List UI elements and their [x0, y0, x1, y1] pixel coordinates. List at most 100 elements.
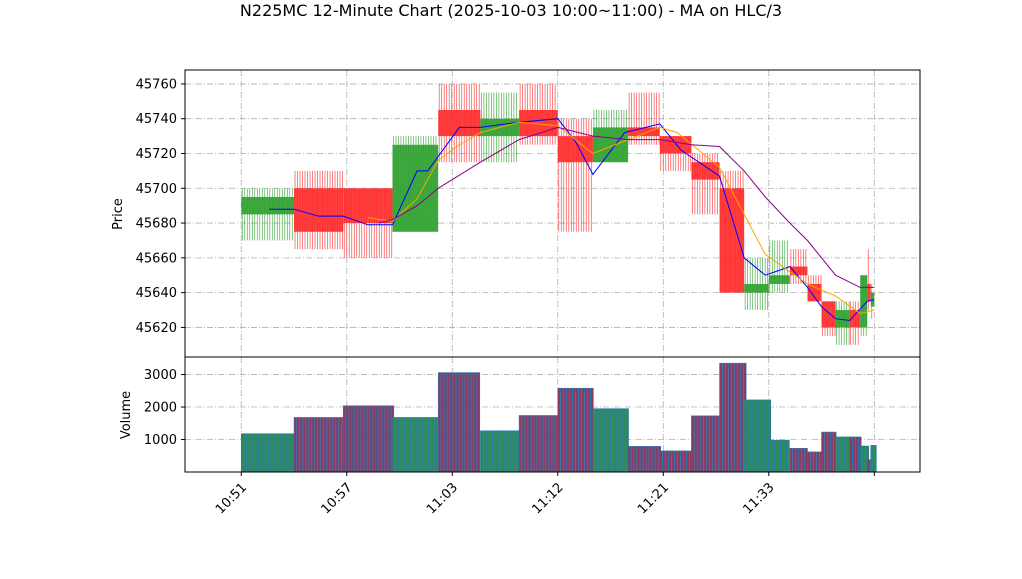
price-tick-label: 45700 [136, 182, 177, 197]
candle [860, 275, 868, 337]
volume-bar-segment [530, 415, 534, 473]
volume-bar-segment [665, 450, 669, 473]
volume-bar-segment [827, 431, 831, 473]
volume-bar [592, 408, 629, 473]
volume-bar-segment [680, 450, 684, 473]
volume-bar-segment [492, 430, 496, 473]
volume-bar-segment [746, 399, 751, 473]
volume-bar-segment [830, 431, 834, 473]
volume-bar-segment [259, 433, 263, 473]
candle-body [691, 162, 720, 180]
candle [789, 249, 808, 284]
x-tick-label: 10:51 [213, 480, 250, 517]
candle-body [438, 110, 481, 137]
volume-bar-segment [419, 417, 423, 473]
volume-bar-segment [539, 415, 543, 473]
volume-bar-segment [467, 372, 472, 473]
candle [557, 118, 593, 232]
volume-bar-segment [616, 408, 620, 473]
volume-bar-segment [332, 417, 336, 473]
volume-bar-segment [706, 415, 710, 473]
volume-bar-segment [651, 446, 655, 473]
volume-bar-segment [852, 436, 856, 473]
volume-bar-segment [677, 450, 681, 473]
volume-bar-segment [648, 446, 652, 473]
volume-bar-segment [524, 415, 528, 473]
volume-bar-segment [743, 399, 748, 473]
volume-bar-segment [841, 436, 845, 473]
volume-bar-segment [575, 387, 579, 473]
volume-bar-segment [473, 372, 478, 473]
volume-bar-segment [566, 387, 570, 473]
candle [519, 83, 558, 145]
volume-bar-segment [804, 448, 808, 473]
volume-bar-segment [504, 430, 508, 473]
volume-bar-segment [280, 433, 284, 473]
volume-bar-segment [265, 433, 269, 473]
candle [691, 153, 720, 215]
candle-body [860, 275, 868, 328]
volume-bar-segment [659, 450, 663, 473]
volume-bar-segment [262, 433, 266, 473]
volume-bar-segment [458, 372, 463, 473]
volume-bar-segment [712, 415, 716, 473]
volume-bar-segment [715, 415, 719, 473]
volume-bar [807, 451, 823, 473]
volume-bar-segment [807, 451, 811, 473]
volume-bar-segment [866, 459, 871, 473]
volume-bar-segment [361, 405, 365, 473]
volume-bar [659, 450, 693, 473]
x-tick-label: 11:03 [424, 480, 461, 517]
volume-bar-segment [349, 405, 353, 473]
volume-bar-segment [422, 417, 426, 473]
volume-bar-segment [578, 387, 582, 473]
volume-bar-segment [548, 415, 552, 473]
candle-body [821, 301, 836, 328]
volume-bar-segment [740, 362, 744, 473]
candle [849, 301, 861, 345]
x-tick-label: 11:21 [635, 480, 672, 517]
volume-bar-segment [326, 417, 330, 473]
volume-bar-segment [683, 450, 687, 473]
volume-bar [870, 445, 877, 473]
volume-bar-segment [455, 372, 460, 473]
volume-tick-label: 3000 [144, 368, 177, 383]
volume-bar-segment [352, 405, 356, 473]
candle-body [294, 188, 344, 232]
volume-bar-segment [849, 436, 853, 473]
volume-bar-segment [838, 436, 842, 473]
volume-bar [719, 362, 747, 473]
volume-bar-segment [311, 417, 315, 473]
volume-bar-segment [844, 436, 848, 473]
volume-bar-segment [358, 405, 362, 473]
volume-bar-segment [376, 405, 380, 473]
volume-bar-segment [668, 450, 672, 473]
volume-bar-segment [320, 417, 324, 473]
volume-bar-segment [551, 415, 555, 473]
candle [392, 136, 439, 232]
candle-body [768, 275, 790, 284]
volume-bar-segment [373, 405, 377, 473]
candle [870, 283, 875, 319]
volume-bar-segment [277, 433, 281, 473]
volume-bar-segment [700, 415, 704, 473]
candle-body [789, 266, 808, 276]
volume-bar-segment [329, 417, 333, 473]
volume-bar-segment [598, 408, 602, 473]
volume-bar-segment [286, 433, 290, 473]
volume-bar-segment [367, 405, 371, 473]
candle-body [628, 127, 660, 137]
volume-bar-segment [771, 439, 775, 473]
candle-body [241, 196, 295, 215]
volume-bar-segment [407, 417, 411, 473]
volume-bar-segment [489, 430, 493, 473]
volume-bar-segment [630, 446, 634, 473]
volume-bar-segment [533, 415, 537, 473]
volume-bar-segment [604, 408, 608, 473]
volume-bar-segment [654, 446, 658, 473]
volume-bar-segment [461, 372, 466, 473]
volume-bar-segment [404, 417, 408, 473]
volume-bar-segment [572, 387, 576, 473]
volume-bar-segment [554, 415, 558, 473]
moving-average-series [269, 118, 875, 322]
